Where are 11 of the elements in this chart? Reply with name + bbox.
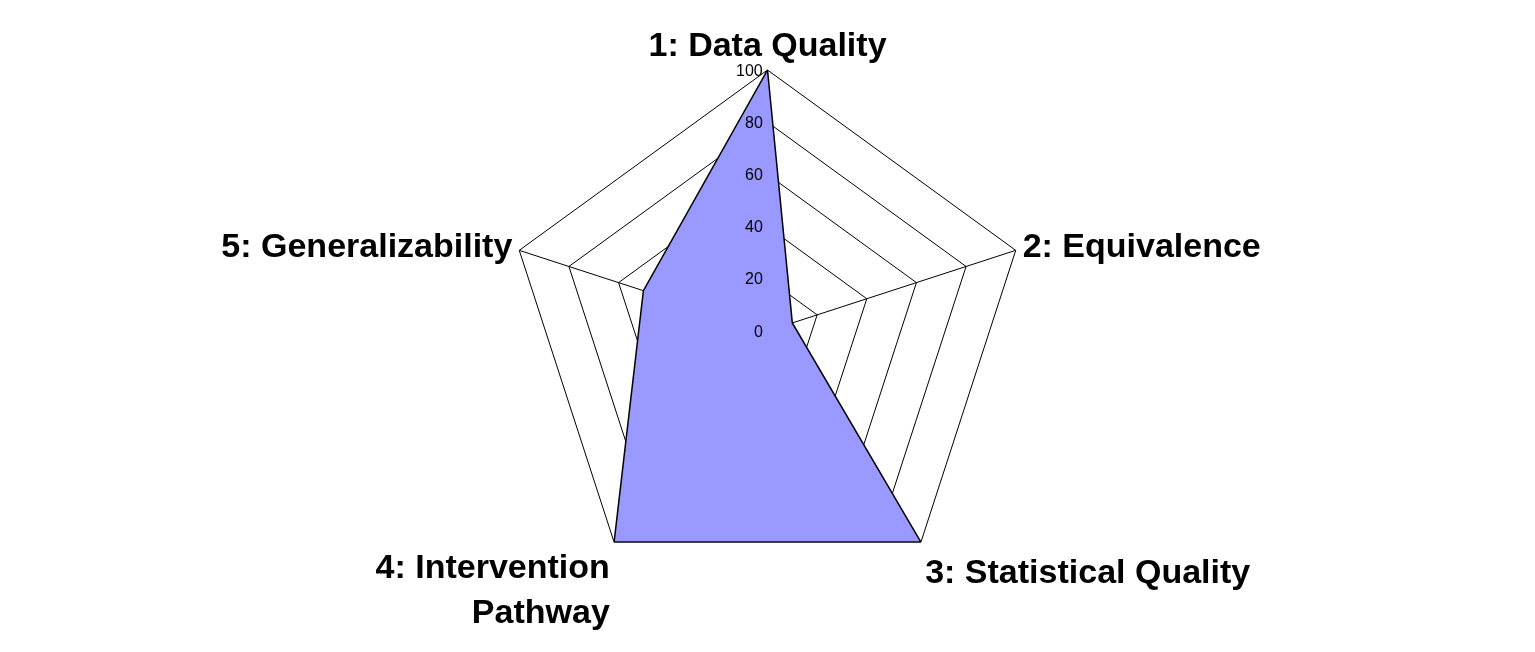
y-tick-label: 40 [745,218,763,235]
y-tick-label: 60 [745,166,763,183]
spoke-label: 4: Intervention Pathway [375,547,610,630]
spoke-label: 5: Generalizability [221,226,513,265]
y-tick-label: 20 [745,270,763,287]
y-tick-label: 100 [736,62,763,79]
y-tick-label: 0 [754,323,763,340]
y-tick-label: 80 [745,114,763,131]
spoke-label: 1: Data Quality [648,24,887,63]
spoke-label: 2: Equivalence [1022,226,1261,265]
spoke-label: 3: Statistical Quality [925,551,1251,590]
